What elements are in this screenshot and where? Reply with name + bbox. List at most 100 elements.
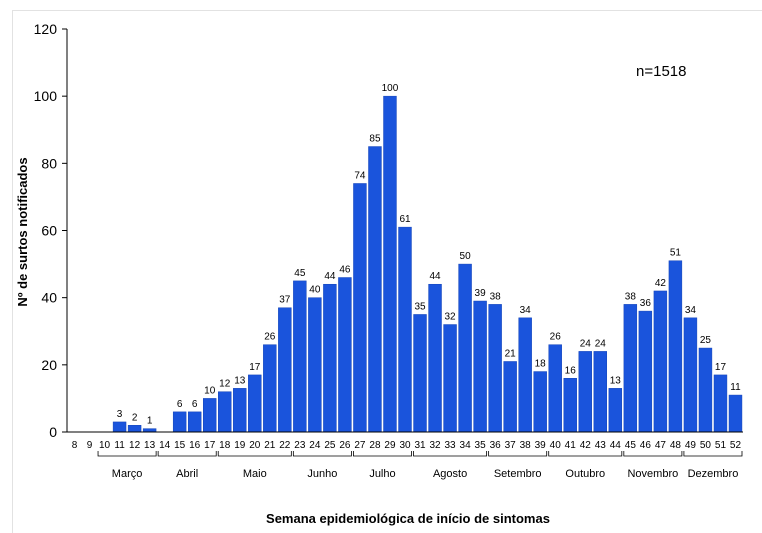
bar-value-label: 12 xyxy=(219,379,231,390)
y-tick-label: 100 xyxy=(34,88,58,104)
week-tick-label: 41 xyxy=(565,440,577,451)
month-bracket xyxy=(353,451,412,457)
bar-value-label: 6 xyxy=(177,399,183,410)
week-tick-label: 35 xyxy=(475,440,487,451)
bar-value-label: 45 xyxy=(294,268,306,279)
bar-value-label: 39 xyxy=(475,288,487,299)
week-tick-label: 17 xyxy=(204,440,216,451)
week-tick-label: 11 xyxy=(114,440,125,451)
week-tick-label: 49 xyxy=(685,440,697,451)
bar-value-label: 42 xyxy=(655,278,667,289)
week-tick-label: 13 xyxy=(144,440,156,451)
bar-week-17 xyxy=(203,398,217,433)
month-bracket xyxy=(683,451,743,457)
bar-value-label: 85 xyxy=(369,134,381,145)
week-tick-label: 23 xyxy=(294,440,306,451)
bar-value-label: 38 xyxy=(490,291,502,302)
month-label: Outubro xyxy=(565,468,605,480)
bar-value-label: 40 xyxy=(309,285,321,296)
bar-week-49 xyxy=(683,317,698,433)
week-tick-label: 10 xyxy=(99,440,111,451)
week-tick-label: 12 xyxy=(129,440,141,451)
week-tick-label: 43 xyxy=(595,440,607,451)
bar-week-52 xyxy=(728,394,743,433)
bar-week-24 xyxy=(308,297,322,433)
month-label: Dezembro xyxy=(688,468,739,480)
y-tick-label: 120 xyxy=(34,21,58,37)
y-tick-label: 40 xyxy=(41,290,57,306)
week-tick-label: 28 xyxy=(369,440,381,451)
bar-week-48 xyxy=(668,260,683,433)
bar-week-27 xyxy=(353,183,367,433)
week-tick-label: 32 xyxy=(429,440,441,451)
bar-week-50 xyxy=(698,347,713,433)
y-tick-label: 20 xyxy=(41,357,57,373)
week-tick-label: 50 xyxy=(700,440,712,451)
bar-week-25 xyxy=(323,283,337,433)
bar-value-label: 17 xyxy=(249,362,261,373)
month-bracket xyxy=(413,451,488,457)
week-tick-label: 34 xyxy=(460,440,472,451)
x-axis-title: Semana epidemiológica de início de sinto… xyxy=(266,511,550,526)
bar-value-label: 17 xyxy=(715,362,727,373)
month-bracket xyxy=(623,451,683,457)
month-label: Agosto xyxy=(433,468,467,480)
bar-week-38 xyxy=(518,317,532,433)
bar-week-30 xyxy=(398,226,412,433)
week-tick-label: 27 xyxy=(354,440,366,451)
bar-week-37 xyxy=(503,361,517,433)
month-label: Setembro xyxy=(494,468,542,480)
bar-week-34 xyxy=(458,263,472,433)
week-tick-label: 42 xyxy=(580,440,592,451)
bar-value-label: 16 xyxy=(565,365,577,376)
bar-value-label: 61 xyxy=(399,214,411,225)
week-tick-label: 25 xyxy=(324,440,336,451)
week-tick-label: 45 xyxy=(625,440,637,451)
bar-week-28 xyxy=(368,146,382,433)
bar-week-26 xyxy=(338,277,352,433)
week-tick-label: 31 xyxy=(414,440,426,451)
bar-week-29 xyxy=(383,95,397,433)
month-bracket xyxy=(97,451,157,457)
bar-week-45 xyxy=(623,304,638,433)
month-bracket xyxy=(217,451,292,457)
chart-frame xyxy=(12,10,762,533)
bar-value-label: 2 xyxy=(132,412,138,423)
bar-week-12 xyxy=(127,425,142,433)
bar-week-39 xyxy=(533,371,547,433)
week-tick-label: 46 xyxy=(640,440,652,451)
bar-value-label: 35 xyxy=(414,301,426,312)
bars-group xyxy=(112,95,743,433)
bar-value-label: 50 xyxy=(460,251,472,262)
bar-value-label: 74 xyxy=(354,170,366,181)
month-label: Julho xyxy=(369,468,395,480)
bar-value-label: 34 xyxy=(685,305,697,316)
x-axis: 8 9 10 11 12 13 14 15 16 17 18 19 20 21 22 23 24 25 26 27 28… xyxy=(67,431,743,451)
bar-value-label: 13 xyxy=(610,375,622,386)
week-tick-label: 16 xyxy=(189,440,201,451)
week-tick-label: 37 xyxy=(505,440,517,451)
bar-week-40 xyxy=(548,344,562,433)
bar-value-label: 6 xyxy=(192,399,198,410)
bar-value-label: 26 xyxy=(264,332,276,343)
bar-week-36 xyxy=(488,304,502,433)
week-tick-label: 18 xyxy=(219,440,231,451)
week-tick-label: 52 xyxy=(730,440,742,451)
bar-week-43 xyxy=(593,351,607,433)
bar-week-42 xyxy=(578,351,592,433)
bar-value-label: 36 xyxy=(640,298,652,309)
week-tick-label: 15 xyxy=(174,440,186,451)
bar-week-33 xyxy=(443,324,457,433)
week-tick-label: 38 xyxy=(520,440,532,451)
bar-value-label: 21 xyxy=(505,348,517,359)
y-tick-label: 80 xyxy=(41,155,57,171)
week-tick-label: 44 xyxy=(610,440,622,451)
bar-value-label: 11 xyxy=(730,382,741,393)
bar-value-label: 3 xyxy=(117,409,123,420)
week-tick-label: 36 xyxy=(490,440,502,451)
week-tick-label: 9 xyxy=(87,440,93,451)
bar-value-label: 34 xyxy=(520,305,532,316)
week-tick-label: 26 xyxy=(339,440,351,451)
y-axis: 0 20 40 60 80 100 120 xyxy=(34,21,68,440)
week-tick-label: 30 xyxy=(399,440,411,451)
